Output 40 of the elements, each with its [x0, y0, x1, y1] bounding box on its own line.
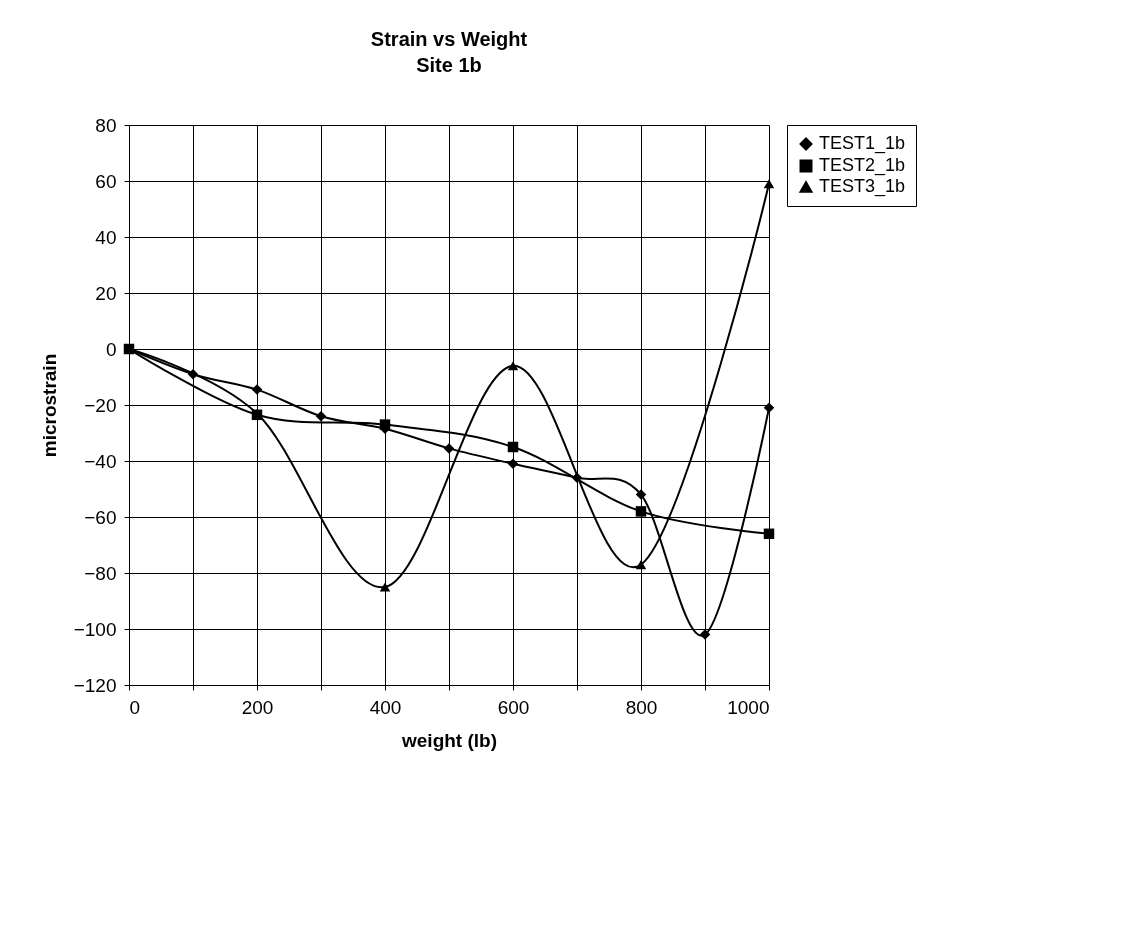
- y-tick-label: −60: [84, 506, 117, 528]
- point: [379, 419, 391, 430]
- point: [635, 560, 647, 570]
- x-tick-label: 800: [625, 696, 658, 718]
- point: [763, 528, 775, 540]
- point: [187, 368, 199, 380]
- y-tick-label: −40: [84, 450, 117, 472]
- legend-label: TEST1_1b: [819, 133, 906, 154]
- x-tick-label: 0: [129, 696, 141, 718]
- point: [763, 179, 775, 189]
- point: [379, 582, 391, 592]
- x-axis-title: weight (lb): [401, 729, 497, 751]
- chart-title: Strain vs Weight: [370, 28, 528, 50]
- point: [571, 472, 583, 484]
- y-axis-title: microstrain: [38, 353, 60, 458]
- x-tick-label: 600: [497, 696, 530, 718]
- x-tick-label: 1000: [727, 696, 770, 718]
- y-tick-label: 60: [95, 170, 117, 192]
- point: [635, 506, 647, 517]
- y-tick-label: −80: [84, 562, 117, 584]
- point: [251, 384, 263, 395]
- point: [507, 458, 519, 470]
- x-tick-label: 200: [241, 696, 274, 718]
- y-tick-label: 40: [95, 226, 117, 248]
- point: [635, 489, 647, 500]
- y-tick-label: 20: [95, 282, 117, 304]
- y-tick-label: −100: [73, 618, 117, 640]
- point: [507, 441, 519, 453]
- y-tick-label: 0: [105, 338, 117, 360]
- point: [443, 443, 455, 454]
- y-tick-label: −120: [73, 674, 117, 696]
- legend-label: TEST2_1b: [819, 155, 906, 176]
- point: [507, 361, 519, 371]
- y-tick-label: −20: [84, 394, 117, 416]
- point: [315, 410, 327, 422]
- y-tick-label: 80: [95, 114, 117, 136]
- legend-label: TEST3_1b: [819, 176, 906, 197]
- point: [699, 629, 711, 640]
- chart-subtitle: Site 1b: [416, 54, 482, 76]
- x-tick-label: 400: [369, 696, 402, 718]
